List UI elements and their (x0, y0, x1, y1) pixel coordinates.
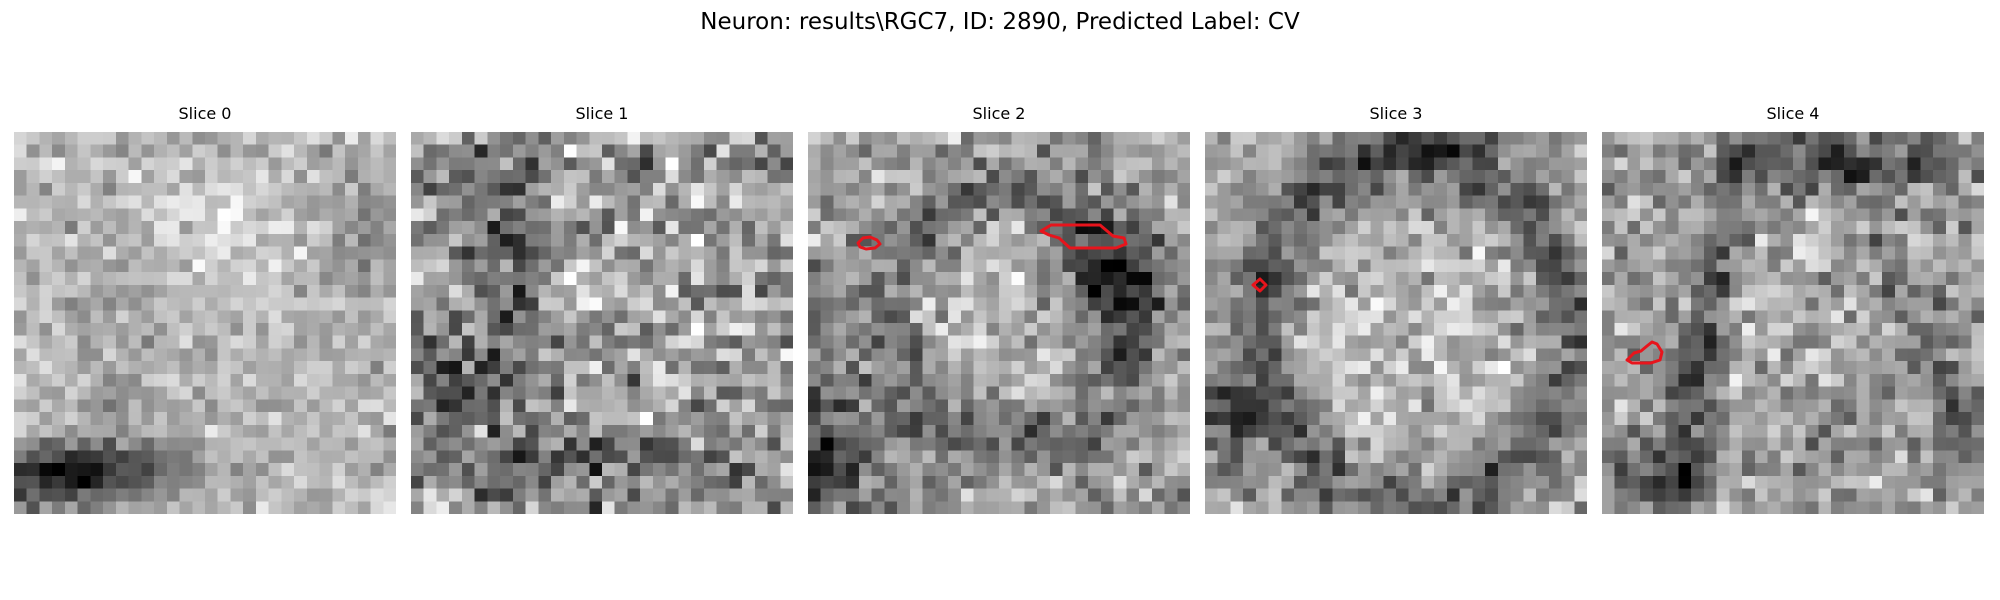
slice-image (411, 132, 793, 514)
slice-title: Slice 2 (972, 104, 1026, 123)
slice-title: Slice 0 (178, 104, 232, 123)
slice-panel-3: Slice 3 (1205, 104, 1587, 514)
roi-contour (1039, 223, 1128, 250)
slice-title: Slice 4 (1766, 104, 1820, 123)
slice-panel-4: Slice 4 (1602, 104, 1984, 514)
slice-title: Slice 3 (1369, 104, 1423, 123)
slice-image (808, 132, 1190, 514)
roi-contour (1625, 340, 1664, 365)
slice-image (1205, 132, 1587, 514)
slice-panel-1: Slice 1 (411, 104, 793, 514)
slice-panel-0: Slice 0 (14, 104, 396, 514)
roi-contour (1251, 277, 1268, 293)
figure-title: Neuron: results\RGC7, ID: 2890, Predicte… (700, 9, 1300, 35)
slice-title: Slice 1 (575, 104, 629, 123)
slice-panel-2: Slice 2 (808, 104, 1190, 514)
slice-image (1602, 132, 1984, 514)
roi-contour (856, 235, 882, 251)
slice-image (14, 132, 396, 514)
